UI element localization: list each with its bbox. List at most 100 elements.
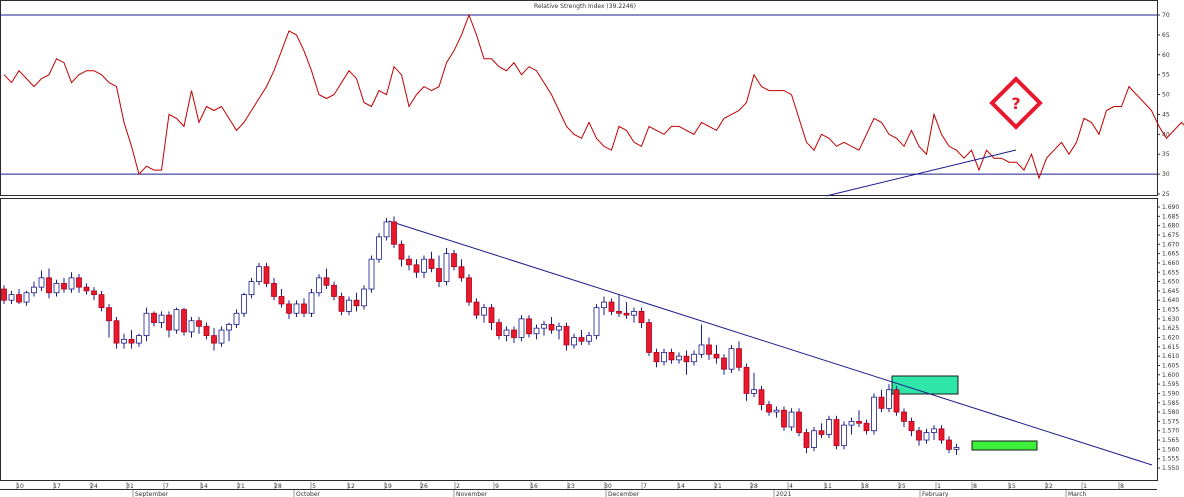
candle (833, 415, 840, 450)
candle-body-down (83, 286, 90, 292)
candle-body-down (76, 277, 82, 288)
candle (766, 400, 772, 416)
candle-body-up (308, 292, 315, 314)
candle (38, 270, 45, 291)
candle-body-down (638, 310, 645, 323)
candle (803, 428, 810, 454)
resistance-line (388, 220, 1153, 466)
candle-body-down (511, 329, 517, 338)
candle-body-down (818, 430, 825, 435)
candle-body-down (46, 277, 52, 294)
candle-body-down (496, 322, 502, 337)
candle-body-down (548, 324, 555, 331)
candle-body-down (466, 277, 472, 303)
rsi-series (3, 13, 1184, 180)
candle-body-up (248, 281, 255, 296)
price-tick-label: 1.575 (1162, 418, 1179, 425)
price-tick-label: 1.680 (1162, 223, 1179, 230)
price-tick-label: 1.595 (1162, 381, 1179, 388)
candle (1, 285, 7, 304)
x-day-label: 21 (714, 483, 722, 490)
candle-body-up (931, 428, 937, 433)
rsi-tick-label: 65 (1162, 32, 1170, 39)
rsi-panel-frame (0, 0, 1158, 196)
x-day-label: 26 (420, 483, 428, 490)
candle (871, 393, 877, 435)
candle-body-up (886, 389, 892, 409)
candle (68, 272, 75, 293)
candle (668, 348, 675, 364)
candle (316, 274, 322, 297)
candle-body-up (421, 258, 427, 273)
candle (158, 311, 165, 329)
candle-body-up (188, 320, 195, 333)
x-day-label: 8 (973, 483, 977, 490)
candle-body-down (91, 290, 97, 296)
candle (8, 290, 15, 304)
candle (188, 316, 195, 338)
price-tick-label: 1.650 (1162, 279, 1179, 286)
candle-body-up (121, 338, 127, 344)
candle (166, 311, 172, 338)
candle (721, 354, 727, 375)
candle-body-down (211, 335, 217, 344)
candle (548, 316, 555, 334)
candle (826, 415, 832, 439)
candle (818, 423, 825, 439)
x-month-label: February (922, 491, 949, 497)
candle-body-up (751, 389, 757, 394)
candle (796, 408, 802, 437)
price-tick-label: 1.580 (1162, 409, 1179, 416)
candle-body-down (98, 294, 105, 309)
candle-body-up (218, 329, 225, 344)
price-tick-label: 1.665 (1162, 251, 1179, 258)
candle-body-up (923, 432, 930, 441)
price-tick-label: 1.630 (1162, 316, 1179, 323)
candle-body-down (16, 294, 22, 303)
candle (301, 298, 307, 317)
candle (676, 352, 682, 364)
candle-body-up (8, 294, 15, 301)
candle-body-up (826, 419, 832, 435)
candle (728, 344, 735, 373)
price-tick-label: 1.615 (1162, 344, 1179, 351)
candle-body-down (331, 284, 337, 297)
candle-body-up (346, 299, 352, 312)
candle-body-down (781, 409, 787, 428)
candle-body-down (151, 312, 157, 323)
rsi-y-axis: 25 30 35 40 45 50 55 60 65 70 (1157, 12, 1170, 198)
candle (653, 348, 660, 368)
candle (451, 249, 457, 271)
candle-body-up (23, 292, 30, 303)
candle-body-up (841, 424, 847, 447)
candle-body-down (353, 299, 360, 307)
price-tick-label: 1.570 (1162, 428, 1179, 435)
candle (503, 326, 510, 342)
price-tick-label: 1.600 (1162, 372, 1179, 379)
candle-body-down (413, 264, 420, 273)
highlight-zones (891, 375, 1038, 451)
candle (736, 341, 742, 372)
candle-body-down (796, 411, 802, 433)
x-day-label: 23 (567, 483, 575, 490)
price-tick-label: 1.565 (1162, 437, 1179, 444)
candle-body-up (593, 307, 600, 337)
candle (256, 262, 262, 286)
candle-body-down (263, 266, 270, 284)
candle-body-down (106, 307, 112, 322)
x-day-label: 1 (937, 483, 941, 490)
candle (286, 300, 292, 319)
x-day-label: 10 (16, 483, 24, 490)
candle (638, 307, 645, 329)
price-tick-label: 1.660 (1162, 260, 1179, 267)
candle (16, 289, 22, 304)
x-day-label: 7 (643, 483, 647, 490)
candle (308, 289, 315, 317)
candle (361, 285, 367, 310)
x-day-label: 28 (274, 483, 282, 490)
diamond-shape (989, 76, 1043, 130)
x-day-label: 4 (789, 483, 793, 490)
candle-body-down (398, 243, 405, 260)
x-day-label: 16 (530, 483, 538, 490)
candle-body-up (691, 353, 697, 363)
